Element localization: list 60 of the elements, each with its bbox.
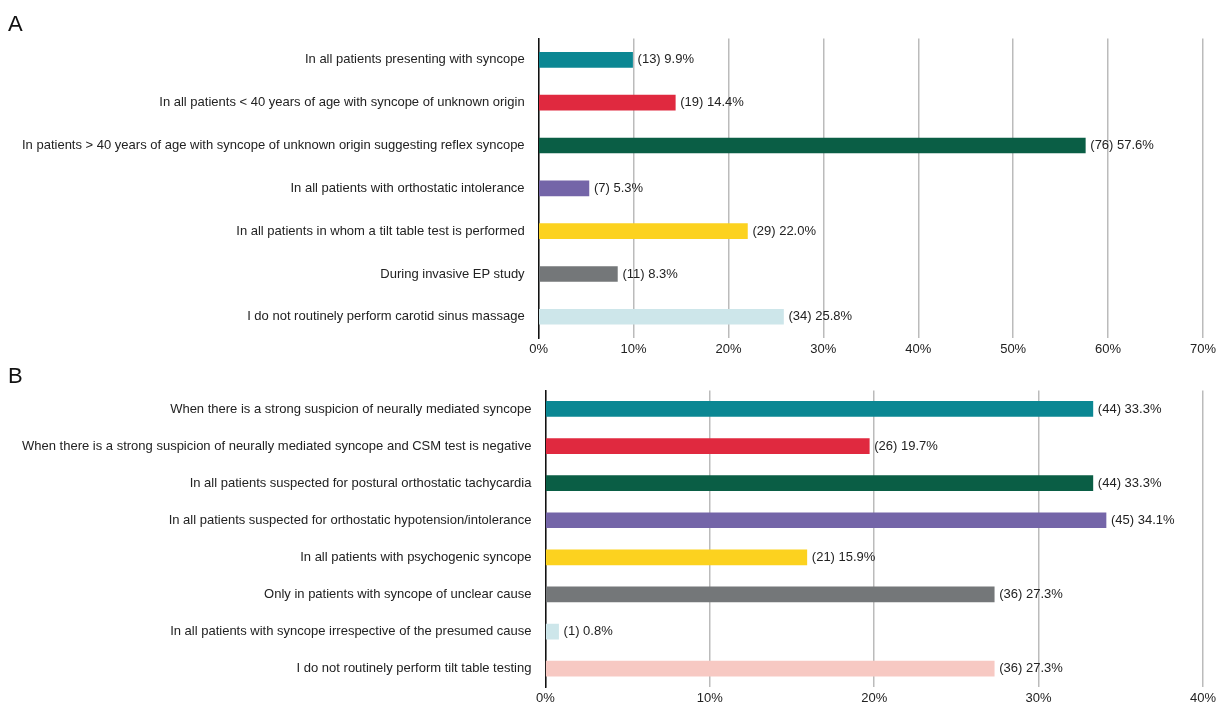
x-tick-label: 20% bbox=[861, 689, 888, 705]
y-tick-label: In all patients suspected for postural orthostatic tachycardia bbox=[189, 474, 533, 490]
y-tick-label: When there is a strong suspicion of neurally mediated syncope bbox=[170, 400, 532, 416]
bar bbox=[539, 94, 676, 111]
y-tick-label: In all patients suspected for orthostatic hypotension/intolerance bbox=[168, 511, 532, 527]
x-tick-label: 60% bbox=[1095, 340, 1122, 356]
bar bbox=[539, 51, 633, 68]
x-tick-label: 40% bbox=[1189, 689, 1217, 705]
y-tick-label: Only in patients with syncope of unclear cause bbox=[264, 586, 532, 602]
y-tick-label: I do not routinely perform tilt table testing bbox=[296, 660, 532, 676]
text: B bbox=[8, 363, 23, 389]
bar bbox=[539, 137, 1086, 154]
data-label: (26) 19.7% bbox=[874, 437, 939, 453]
data-label: (21) 15.9% bbox=[811, 548, 876, 564]
y-tick-label: In all patients with orthostatic intolerance bbox=[290, 179, 525, 195]
data-label: (34) 25.8% bbox=[788, 308, 853, 324]
text: A bbox=[8, 11, 23, 37]
bar bbox=[545, 438, 870, 454]
bar bbox=[539, 266, 618, 282]
data-label: (7) 5.3% bbox=[593, 179, 644, 195]
bar bbox=[545, 475, 1094, 491]
x-tick-label: 40% bbox=[905, 340, 932, 356]
x-tick-label: 30% bbox=[1025, 689, 1053, 705]
data-label: (11) 8.3% bbox=[622, 265, 679, 281]
data-label: (1) 0.8% bbox=[563, 623, 614, 639]
bar bbox=[545, 549, 808, 566]
y-tick-label: In all patients presenting with syncope bbox=[304, 51, 525, 67]
bar bbox=[545, 623, 559, 640]
x-tick-label: 0% bbox=[536, 689, 556, 705]
data-label: (13) 9.9% bbox=[637, 51, 695, 67]
data-label: (36) 27.3% bbox=[999, 660, 1064, 676]
bar bbox=[545, 401, 1094, 417]
x-tick-label: 70% bbox=[1189, 340, 1217, 356]
y-tick-label: In all patients in whom a tilt table test is performed bbox=[236, 222, 525, 238]
y-tick-label: In all patients with syncope irrespective of the presumed cause bbox=[170, 623, 532, 639]
y-tick-label: In patients > 40 years of age with syncope of unknown origin suggesting reflex syncope bbox=[21, 137, 525, 153]
x-tick-label: 20% bbox=[715, 340, 742, 356]
data-label: (44) 33.3% bbox=[1097, 474, 1162, 490]
data-label: (29) 22.0% bbox=[752, 222, 817, 238]
x-tick-label: 50% bbox=[1000, 340, 1027, 356]
x-tick-label: 10% bbox=[696, 689, 724, 705]
y-tick-label: In all patients with psychogenic syncope bbox=[300, 548, 532, 564]
y-tick-label: I do not routinely perform carotid sinus massage bbox=[247, 308, 525, 324]
bar bbox=[539, 223, 748, 239]
y-tick-label: When there is a strong suspicion of neurally mediated syncope and CSM test is negative bbox=[22, 437, 532, 453]
x-tick-label: 0% bbox=[529, 340, 549, 356]
data-label: (45) 34.1% bbox=[1111, 511, 1176, 527]
bar bbox=[545, 512, 1107, 529]
bar bbox=[545, 586, 995, 603]
data-label: (36) 27.3% bbox=[999, 586, 1064, 602]
x-tick-label: 30% bbox=[810, 340, 837, 356]
y-tick-label: During invasive EP study bbox=[380, 265, 526, 281]
bar bbox=[539, 180, 590, 197]
bar bbox=[539, 308, 784, 325]
data-label: (44) 33.3% bbox=[1097, 400, 1162, 416]
bar bbox=[545, 660, 995, 677]
y-tick-label: In all patients < 40 years of age with syncope of unknown origin bbox=[159, 94, 525, 110]
data-label: (76) 57.6% bbox=[1090, 137, 1155, 153]
data-label: (19) 14.4% bbox=[680, 94, 745, 110]
x-tick-label: 10% bbox=[620, 340, 647, 356]
